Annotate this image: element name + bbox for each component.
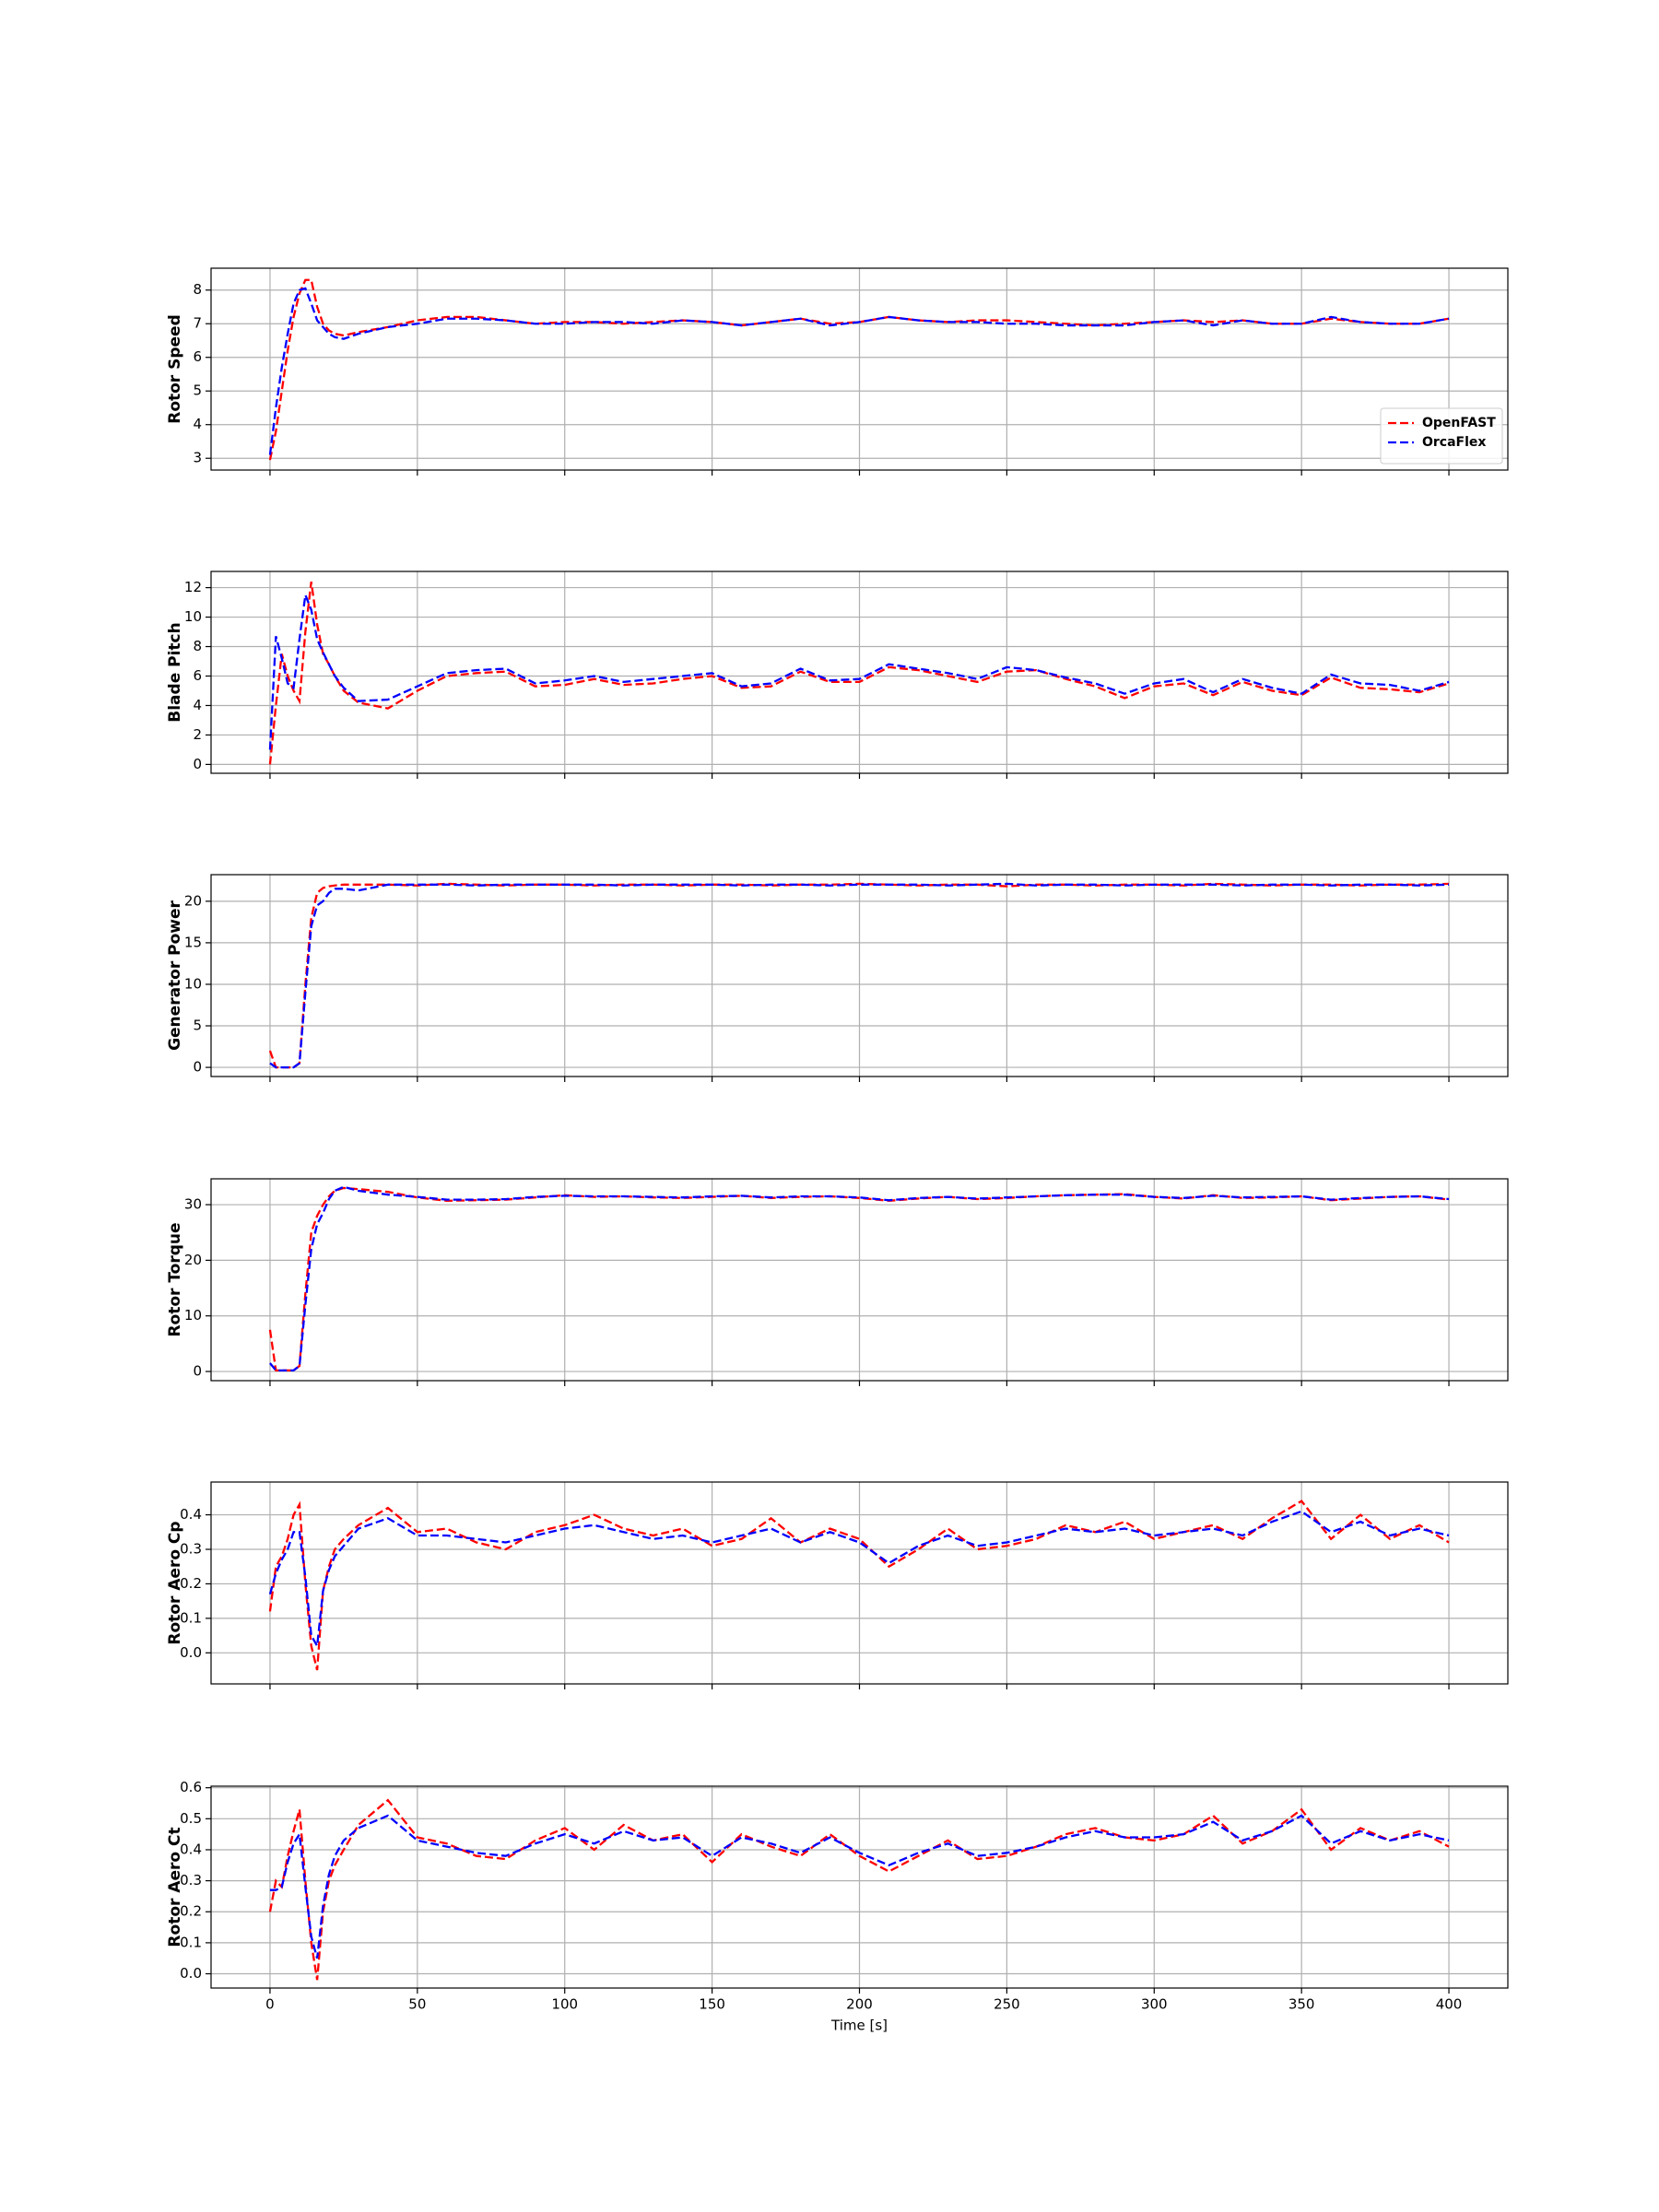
series-line (268, 1510, 1450, 1650)
series-line (268, 582, 1450, 765)
y-tick-label: 20 (184, 1252, 202, 1268)
x-tick-label: 200 (846, 1996, 873, 2013)
y-tick-label: 2 (193, 726, 202, 743)
y-tick-label: 8 (193, 638, 202, 654)
y-tick-label: 0.2 (180, 1575, 202, 1592)
y-tick-label: 8 (193, 281, 202, 298)
y-tick-label: 15 (184, 934, 202, 950)
x-tick-label: 0 (265, 1996, 275, 2013)
y-tick-label: 7 (193, 315, 202, 332)
x-tick-label: 50 (408, 1996, 426, 2013)
y-tick-label: 0.4 (180, 1841, 202, 1857)
y-tick-label: 0.5 (180, 1810, 202, 1827)
y-tick-label: 5 (193, 1018, 202, 1034)
y-axis-label: Blade Pitch (166, 622, 184, 722)
y-tick-label: 5 (193, 382, 202, 399)
x-tick-label: 350 (1288, 1996, 1315, 2013)
x-tick-label: 400 (1436, 1996, 1463, 2013)
legend-label: OpenFAST (1422, 416, 1496, 430)
plot-frame (210, 874, 1509, 1077)
legend-label: OrcaFlex (1422, 435, 1486, 450)
y-tick-label: 3 (193, 450, 202, 466)
series-line (269, 882, 1450, 1069)
y-tick-label: 0.1 (180, 1934, 202, 1950)
y-tick-label: 0.0 (180, 1644, 202, 1661)
y-tick-label: 0.3 (180, 1541, 202, 1558)
series-line (269, 1814, 1450, 1959)
y-tick-label: 30 (184, 1196, 202, 1213)
x-tick-label: 100 (551, 1996, 578, 2013)
series-line (268, 1798, 1450, 1981)
x-axis-label: Time [s] (830, 2018, 888, 2034)
y-tick-label: 6 (193, 667, 202, 684)
y-tick-label: 10 (184, 608, 202, 625)
plot-frame (210, 1178, 1509, 1382)
x-tick-label: 150 (699, 1996, 725, 2013)
y-tick-label: 0 (193, 1059, 202, 1076)
y-tick-label: 0.3 (180, 1872, 202, 1888)
y-tick-label: 0.2 (180, 1903, 202, 1920)
y-tick-label: 6 (193, 348, 202, 365)
x-tick-label: 250 (994, 1996, 1020, 2013)
y-axis-label: Rotor Aero Ct (166, 1827, 184, 1947)
y-tick-label: 12 (184, 579, 202, 595)
x-tick-label: 300 (1141, 1996, 1168, 2013)
y-tick-label: 10 (184, 1307, 202, 1324)
y-tick-label: 0 (193, 1363, 202, 1380)
y-tick-label: 4 (193, 697, 202, 713)
legend-box (1380, 407, 1503, 465)
plot-frame (210, 571, 1509, 774)
y-tick-label: 0.0 (180, 1965, 202, 1982)
y-tick-label: 0.4 (180, 1506, 202, 1523)
series-line (268, 591, 1450, 750)
plot-frame (210, 1785, 1509, 1989)
y-tick-label: 4 (193, 416, 202, 432)
series-line (268, 1500, 1450, 1671)
y-tick-label: 20 (184, 892, 202, 909)
series-line (269, 1185, 1450, 1371)
y-tick-label: 10 (184, 975, 202, 992)
plot-frame (210, 1481, 1509, 1685)
y-axis-label: Rotor Torque (166, 1222, 184, 1336)
series-line (268, 287, 1450, 455)
y-axis-label: Rotor Aero Cp (166, 1521, 184, 1644)
y-tick-label: 0.1 (180, 1609, 202, 1626)
y-tick-label: 0 (193, 756, 202, 772)
y-axis-label: Rotor Speed (166, 314, 184, 424)
y-tick-label: 0.6 (180, 1779, 202, 1795)
y-axis-label: Generator Power (166, 900, 184, 1050)
plot-frame (210, 267, 1509, 471)
